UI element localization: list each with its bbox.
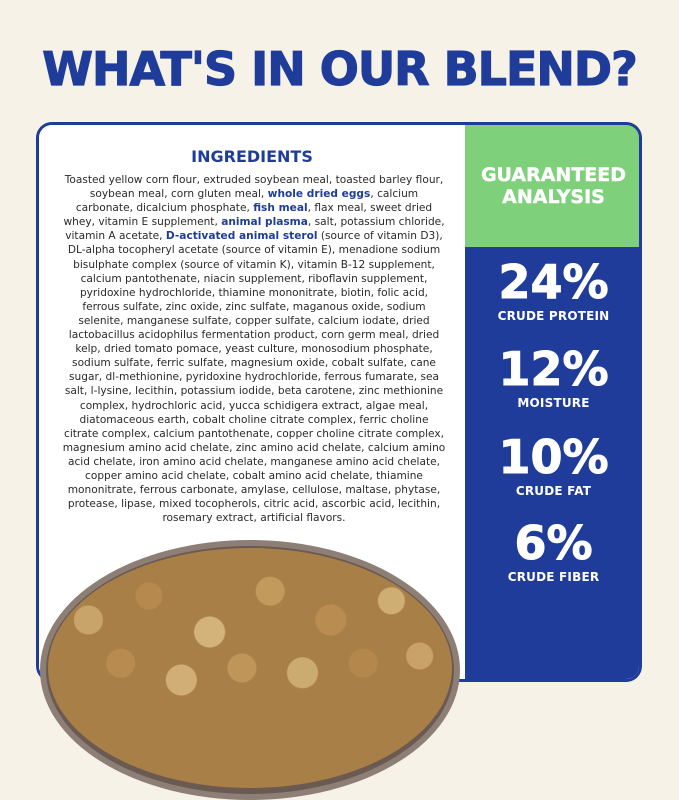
stat-label: CRUDE FAT xyxy=(515,484,592,498)
stat-protein: 24% CRUDE PROTEIN xyxy=(465,255,639,324)
ingredient-highlight: animal plasma xyxy=(221,216,308,229)
analysis-header: GUARANTEED ANALYSIS xyxy=(465,125,639,247)
stat-fat: 10% CRUDE FAT xyxy=(465,430,639,499)
analysis-title-line1: GUARANTEED xyxy=(480,164,627,186)
ingredients-title: INGREDIENTS xyxy=(191,147,313,166)
guaranteed-analysis-section: GUARANTEED ANALYSIS 24% CRUDE PROTEIN 12… xyxy=(465,125,639,679)
stat-fiber: 6% CRUDE FIBER xyxy=(465,516,639,585)
ingredient-text: , flax meal, sweet dried whey, vitamin E… xyxy=(63,202,433,229)
kibble-image xyxy=(48,548,452,788)
ingredients-list: Toasted yellow corn flour, extruded soyb… xyxy=(61,173,447,525)
ingredient-text: , calcium carbonate, dicalcium phosphate… xyxy=(75,188,419,215)
stat-moisture: 12% MOISTURE xyxy=(465,342,639,411)
stat-label: CRUDE FIBER xyxy=(507,570,600,584)
stat-value: 6% xyxy=(514,516,593,570)
stat-value: 12% xyxy=(498,342,609,396)
ingredient-highlight: D-activated animal sterol xyxy=(165,230,318,243)
stat-label: CRUDE PROTEIN xyxy=(497,309,610,323)
headline: WHAT'S IN OUR BLEND? xyxy=(42,41,639,96)
ingredient-highlight: whole dried eggs xyxy=(267,188,371,201)
stat-value: 24% xyxy=(498,255,609,309)
stat-label: MOISTURE xyxy=(517,396,590,410)
ingredient-text: Toasted yellow corn flour, extruded soyb… xyxy=(64,174,444,201)
ingredient-highlight: fish meal xyxy=(253,202,308,215)
analysis-title-line2: ANALYSIS xyxy=(502,186,605,208)
ingredient-text: , salt, potassium chloride, vitamin A ac… xyxy=(65,216,445,243)
ingredient-text: (source of vitamin D3), DL-alpha tocophe… xyxy=(62,230,446,525)
stat-value: 10% xyxy=(498,430,609,484)
